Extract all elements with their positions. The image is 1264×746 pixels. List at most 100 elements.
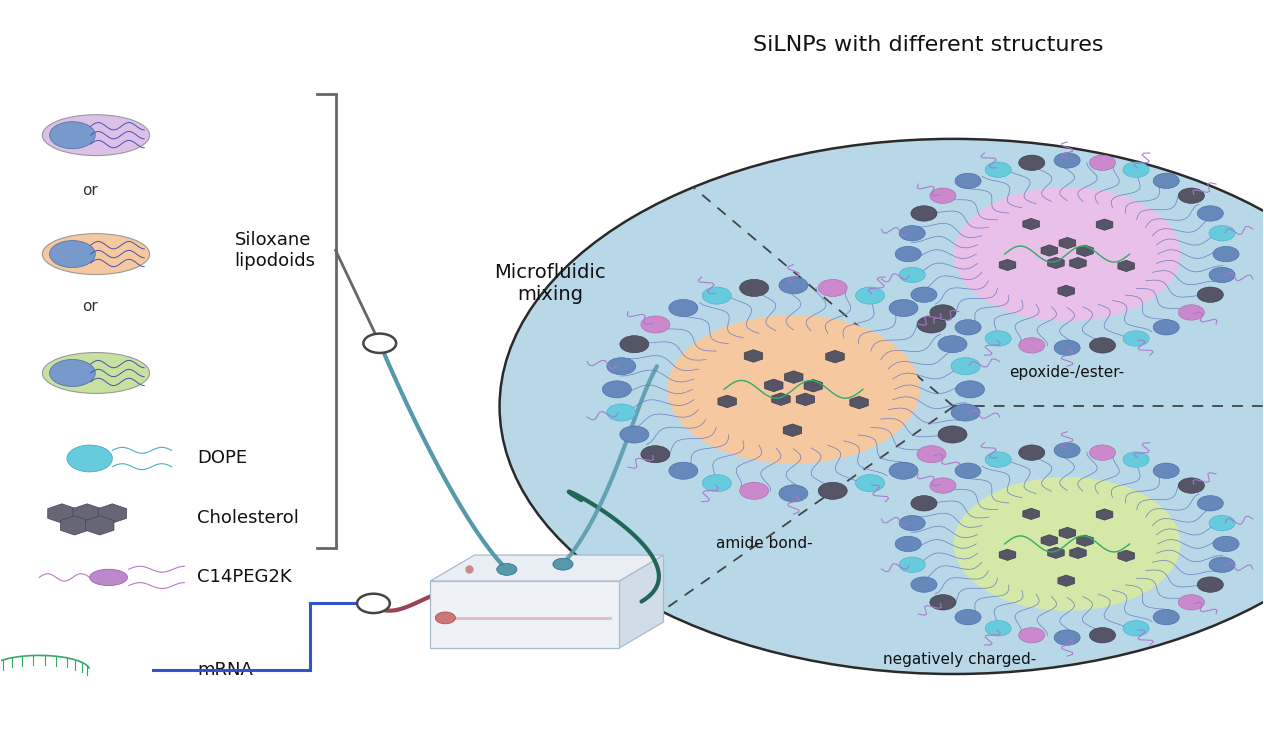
- Ellipse shape: [43, 115, 149, 156]
- Circle shape: [669, 299, 698, 316]
- Circle shape: [619, 336, 648, 353]
- Text: Microfluidic
mixing: Microfluidic mixing: [494, 263, 605, 304]
- Circle shape: [895, 536, 921, 551]
- Circle shape: [603, 380, 632, 398]
- Polygon shape: [772, 393, 790, 406]
- Text: amide bond-: amide bond-: [717, 536, 813, 551]
- Circle shape: [938, 336, 967, 353]
- Polygon shape: [48, 504, 76, 523]
- Circle shape: [49, 360, 95, 386]
- Circle shape: [607, 357, 636, 374]
- Circle shape: [930, 595, 956, 610]
- Circle shape: [363, 333, 396, 353]
- Polygon shape: [619, 555, 664, 648]
- Ellipse shape: [43, 233, 149, 275]
- Polygon shape: [430, 555, 664, 581]
- Circle shape: [619, 426, 648, 443]
- Circle shape: [1178, 188, 1205, 204]
- Polygon shape: [796, 393, 815, 406]
- Circle shape: [916, 316, 945, 333]
- Polygon shape: [1069, 257, 1086, 269]
- Polygon shape: [718, 395, 737, 408]
- Circle shape: [889, 299, 918, 316]
- Text: SiLNPs with different structures: SiLNPs with different structures: [753, 35, 1103, 55]
- Circle shape: [911, 206, 937, 221]
- Polygon shape: [1048, 257, 1064, 269]
- Polygon shape: [1023, 508, 1039, 519]
- Circle shape: [1019, 338, 1045, 353]
- Text: mRNA: mRNA: [197, 661, 253, 680]
- Circle shape: [669, 463, 698, 479]
- Circle shape: [899, 267, 925, 283]
- Polygon shape: [1058, 575, 1074, 586]
- Circle shape: [930, 188, 956, 204]
- Polygon shape: [1058, 285, 1074, 297]
- Ellipse shape: [43, 353, 149, 393]
- Circle shape: [1178, 595, 1205, 610]
- Circle shape: [1197, 287, 1224, 302]
- Circle shape: [67, 445, 112, 472]
- Circle shape: [1054, 153, 1081, 168]
- Circle shape: [499, 139, 1264, 674]
- Circle shape: [956, 319, 981, 335]
- Circle shape: [899, 225, 925, 241]
- Text: or: or: [82, 184, 97, 198]
- Polygon shape: [804, 380, 823, 392]
- Circle shape: [739, 279, 769, 296]
- Circle shape: [985, 330, 1011, 346]
- Circle shape: [1090, 445, 1116, 460]
- Circle shape: [779, 277, 808, 294]
- Circle shape: [1208, 515, 1235, 531]
- Polygon shape: [999, 260, 1016, 271]
- Polygon shape: [73, 504, 101, 523]
- Circle shape: [1213, 536, 1239, 551]
- Polygon shape: [849, 396, 868, 409]
- Polygon shape: [1077, 535, 1093, 546]
- Circle shape: [930, 478, 956, 493]
- Circle shape: [1019, 155, 1045, 171]
- Polygon shape: [744, 350, 762, 363]
- Circle shape: [1019, 627, 1045, 643]
- Circle shape: [818, 279, 847, 296]
- Circle shape: [607, 404, 636, 421]
- Circle shape: [899, 515, 925, 531]
- Text: C14PEG2K: C14PEG2K: [197, 568, 292, 586]
- Circle shape: [779, 485, 808, 502]
- Circle shape: [911, 577, 937, 592]
- Circle shape: [1054, 442, 1081, 458]
- Circle shape: [911, 495, 937, 511]
- Circle shape: [703, 287, 732, 304]
- Polygon shape: [1042, 535, 1058, 546]
- Circle shape: [1197, 577, 1224, 592]
- Circle shape: [956, 380, 985, 398]
- Circle shape: [1208, 267, 1235, 283]
- Polygon shape: [99, 504, 126, 523]
- Polygon shape: [999, 549, 1016, 560]
- Circle shape: [1178, 305, 1205, 320]
- Circle shape: [356, 594, 389, 613]
- Circle shape: [938, 426, 967, 443]
- Circle shape: [985, 452, 1011, 467]
- Polygon shape: [1117, 550, 1135, 562]
- Circle shape: [1153, 319, 1179, 335]
- Circle shape: [1090, 627, 1116, 643]
- Polygon shape: [1042, 245, 1058, 256]
- Polygon shape: [1096, 509, 1112, 520]
- Circle shape: [1208, 225, 1235, 241]
- Circle shape: [899, 557, 925, 572]
- Circle shape: [1153, 173, 1179, 189]
- Polygon shape: [1077, 245, 1093, 257]
- Circle shape: [951, 357, 980, 374]
- Circle shape: [951, 404, 980, 421]
- Circle shape: [856, 474, 885, 492]
- Polygon shape: [61, 515, 88, 535]
- Circle shape: [956, 173, 981, 189]
- Circle shape: [1122, 621, 1149, 636]
- Circle shape: [739, 482, 769, 499]
- Polygon shape: [86, 515, 114, 535]
- Text: or: or: [82, 298, 97, 313]
- Circle shape: [641, 445, 670, 463]
- Polygon shape: [1059, 237, 1076, 248]
- Circle shape: [641, 316, 670, 333]
- Text: negatively charged-: negatively charged-: [884, 652, 1036, 667]
